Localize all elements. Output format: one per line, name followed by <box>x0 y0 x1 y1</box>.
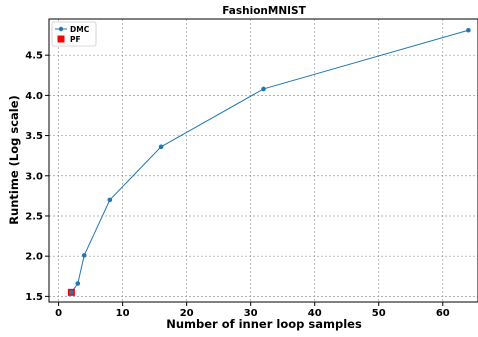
grid-lines <box>49 19 478 302</box>
dmc-data-point <box>75 281 81 286</box>
dmc-data-point <box>158 144 164 150</box>
legend-pf-label: PF <box>70 35 81 44</box>
dmc-data-point <box>81 253 87 258</box>
dmc-series-line <box>71 29 469 293</box>
x-tick-label: 50 <box>372 308 386 319</box>
y-tick-label: 1.5 <box>25 292 43 303</box>
y-tick-label: 2.5 <box>25 211 43 222</box>
y-axis-ticks: 1.5 2.0 2.5 3.0 3.5 4.0 4.5 <box>25 51 49 303</box>
dmc-data-point <box>107 197 113 203</box>
legend-dmc-label: DMC <box>70 25 90 34</box>
x-axis-ticks: 0 10 20 30 40 50 60 <box>55 302 450 319</box>
x-tick-label: 10 <box>116 308 130 319</box>
chart-title: FashionMNIST <box>222 5 306 17</box>
y-tick-label: 4.5 <box>25 51 43 62</box>
x-axis-title: Number of inner loop samples <box>166 317 362 331</box>
y-axis-title: Runtime (Log scale) <box>7 95 21 225</box>
y-tick-label: 2.0 <box>25 252 43 263</box>
x-tick-label: 0 <box>55 308 62 319</box>
legend: DMC PF <box>51 21 97 47</box>
dmc-data-point <box>466 27 471 33</box>
dmc-data-point <box>261 86 266 92</box>
dmc-data-point <box>69 290 74 295</box>
y-tick-label: 4.0 <box>25 91 43 102</box>
x-tick-label: 60 <box>436 308 450 319</box>
y-tick-label: 3.5 <box>25 131 43 142</box>
plot-frame <box>48 18 478 303</box>
series-layer <box>67 27 471 296</box>
legend-dmc-marker <box>58 26 64 32</box>
x-tick-label: 20 <box>180 308 194 319</box>
legend-pf-marker <box>57 35 65 43</box>
y-tick-label: 3.0 <box>25 171 43 182</box>
x-tick-label: 40 <box>308 308 322 319</box>
x-tick-label: 30 <box>244 308 258 319</box>
